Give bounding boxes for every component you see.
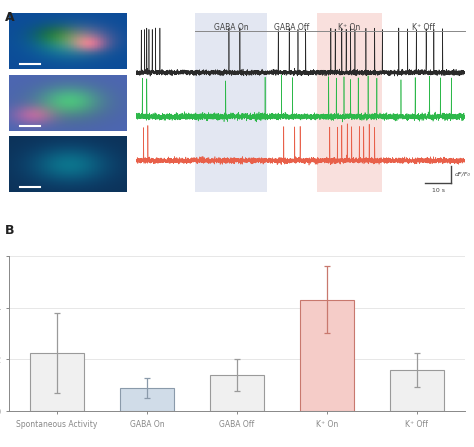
Text: B: B	[5, 224, 14, 236]
Text: 10 s: 10 s	[432, 188, 445, 193]
Text: GABA Off: GABA Off	[274, 23, 310, 32]
Bar	[300, 300, 354, 411]
Bar	[30, 353, 84, 411]
Bar	[390, 370, 444, 411]
Bar	[120, 388, 174, 411]
Bar	[210, 375, 264, 411]
Bar	[195, 13, 267, 192]
Text: A: A	[5, 11, 14, 24]
Text: K⁺ On: K⁺ On	[338, 23, 361, 32]
Text: GABA On: GABA On	[214, 23, 248, 32]
Text: K⁺ Off: K⁺ Off	[412, 23, 435, 32]
Bar	[317, 13, 383, 192]
Text: dF/F₀: dF/F₀	[455, 172, 471, 177]
